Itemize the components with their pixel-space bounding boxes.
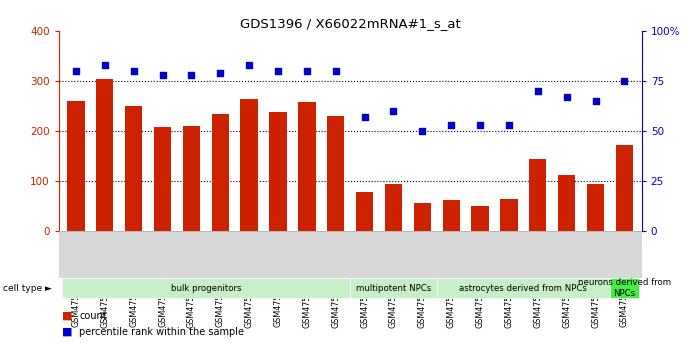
Point [417,128,428,134]
Bar [587,184,604,231]
Point [99,62,110,68]
Point [504,122,515,128]
Point [244,62,255,68]
Bar [558,175,575,231]
Bar [61,278,350,298]
Bar [442,200,460,231]
Point [590,98,601,104]
Point [157,72,168,78]
Title: GDS1396 / X66022mRNA#1_s_at: GDS1396 / X66022mRNA#1_s_at [240,17,460,30]
Bar [212,114,229,231]
Text: percentile rank within the sample: percentile rank within the sample [79,327,244,337]
Point [215,70,226,76]
Point [561,94,572,100]
Bar [414,203,431,231]
Bar [615,145,633,231]
Bar [437,278,610,298]
Text: neurons derived from
NPCs: neurons derived from NPCs [578,278,671,298]
Bar [241,99,258,231]
Bar [356,192,373,231]
Point [359,114,370,120]
Bar [385,184,402,231]
Point [70,68,81,74]
Bar [529,159,546,231]
Text: astrocytes derived from NPCs: astrocytes derived from NPCs [460,284,587,293]
Bar [154,127,171,231]
Bar [298,102,315,231]
Bar [350,278,437,298]
Point [128,68,139,74]
Text: count: count [79,311,107,321]
Point [388,108,399,114]
Point [446,122,457,128]
Text: bulk progenitors: bulk progenitors [170,284,241,293]
Point [331,68,342,74]
Bar [500,199,518,231]
Point [475,122,486,128]
Text: ■: ■ [62,311,72,321]
Bar [96,79,113,231]
Point [186,72,197,78]
Bar [125,106,142,231]
Bar [269,112,286,231]
Text: ■: ■ [62,327,72,337]
Point [302,68,313,74]
Text: cell type ►: cell type ► [3,284,52,293]
Point [619,78,630,84]
Point [532,88,543,94]
Bar [183,126,200,231]
Bar [327,116,344,231]
Text: multipotent NPCs: multipotent NPCs [356,284,431,293]
Bar [610,278,639,298]
Point [273,68,284,74]
Bar [68,101,85,231]
Bar [471,206,489,231]
